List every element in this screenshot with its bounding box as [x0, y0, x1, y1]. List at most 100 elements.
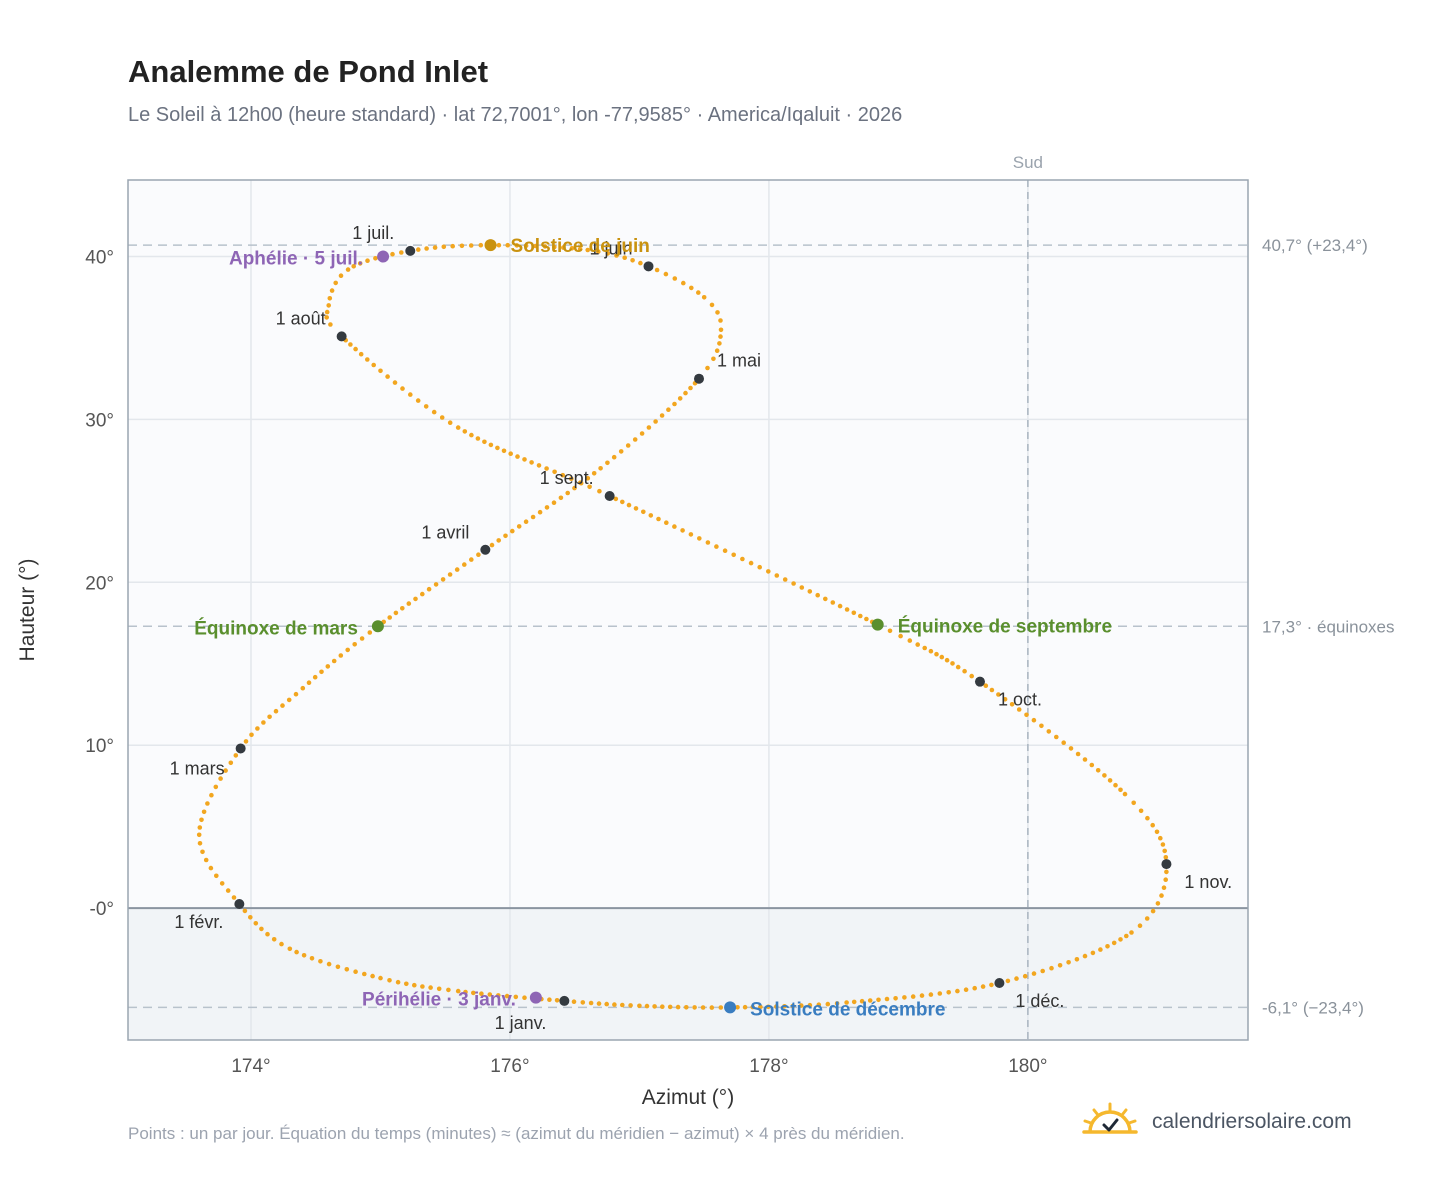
analemma-day-point	[1082, 757, 1088, 762]
analemma-day-point	[468, 243, 474, 248]
analemma-day-point	[1002, 697, 1008, 702]
analemma-day-point	[478, 242, 484, 248]
analemma-day-point	[622, 255, 627, 260]
analemma-day-point	[554, 998, 560, 1003]
month-label: 1 févr.	[174, 912, 223, 932]
analemma-day-point	[440, 577, 446, 582]
analemma-day-point	[420, 591, 425, 597]
analemma-day-point	[495, 445, 500, 451]
analemma-day-point	[265, 931, 270, 937]
analemma-day-point	[867, 998, 873, 1003]
analemma-day-point	[508, 451, 513, 457]
analemma-day-point	[496, 242, 502, 248]
analemma-day-point	[385, 374, 390, 379]
analemma-day-point	[476, 552, 481, 557]
analemma-day-point	[1016, 707, 1022, 712]
month-marker	[1161, 859, 1172, 870]
analemma-day-point	[326, 303, 332, 308]
analemma-day-point	[463, 989, 468, 995]
analemma-day-point	[715, 310, 720, 315]
analemma-day-point	[503, 533, 508, 539]
below-horizon-zone	[128, 908, 1248, 1040]
analemma-day-point	[980, 984, 986, 989]
analemma-day-point	[697, 536, 702, 541]
analemma-day-point	[844, 1000, 849, 1005]
analemma-day-point	[378, 368, 383, 374]
analemma-day-point	[1131, 800, 1136, 806]
analemma-day-point	[692, 1005, 697, 1010]
analemma-day-point	[646, 425, 652, 430]
analemma-day-point	[489, 542, 495, 548]
analemma-day-point	[830, 600, 836, 605]
analemma-day-point	[426, 586, 432, 592]
event-label: Aphélie · 5 juil.	[229, 249, 363, 270]
analemma-day-point	[644, 1003, 650, 1009]
analemma-day-point	[387, 615, 393, 620]
analemma-day-point	[462, 562, 467, 567]
x-axis-title: Azimut (°)	[642, 1086, 734, 1109]
analemma-day-point	[348, 342, 353, 347]
analemma-day-point	[1145, 815, 1150, 821]
analemma-day-point	[412, 982, 417, 988]
event-marker	[371, 620, 384, 633]
analemma-day-point	[1118, 787, 1123, 793]
analemma-day-point	[1089, 762, 1095, 768]
month-label: 1 janv.	[495, 1013, 547, 1033]
brand[interactable]: calendriersolaire.com	[1082, 1102, 1352, 1142]
analemma-day-point	[588, 1000, 594, 1006]
analemma-day-point	[233, 753, 239, 758]
analemma-day-point	[345, 647, 351, 653]
analemma-day-point	[522, 995, 527, 1000]
analemma-day-point	[1158, 835, 1163, 841]
analemma-day-point	[652, 1004, 657, 1009]
analemma-day-point	[664, 520, 669, 525]
analemma-day-point	[319, 669, 324, 675]
analemma-day-point	[205, 801, 210, 806]
analemma-day-point	[370, 973, 375, 979]
analemma-day-point	[689, 285, 694, 291]
analemma-day-point	[327, 296, 333, 301]
analemma-day-point	[955, 664, 961, 670]
analemma-day-point	[859, 998, 865, 1004]
analemma-day-point	[301, 953, 307, 958]
sun-check-icon	[1082, 1102, 1138, 1134]
analemma-day-point	[1102, 773, 1107, 778]
analemma-day-point	[249, 732, 254, 738]
analemma-day-point	[598, 466, 603, 471]
analemma-day-point	[271, 937, 277, 942]
analemma-day-point	[1164, 869, 1169, 875]
analemma-day-point	[287, 946, 293, 952]
analemma-day-point	[625, 443, 631, 448]
analemma-day-point	[1113, 782, 1118, 788]
analemma-day-point	[203, 857, 209, 863]
reference-label: 17,3° · équinoxes	[1262, 617, 1395, 636]
analemma-day-point	[766, 569, 771, 574]
analemma-day-point	[416, 247, 421, 252]
analemma-day-point	[683, 390, 688, 396]
analemma-day-point	[571, 999, 577, 1004]
analemma-day-point	[1163, 855, 1169, 860]
chart-subtitle: Le Soleil à 12h00 (heure standard) · lat…	[128, 104, 903, 126]
analemma-day-point	[537, 509, 543, 515]
month-marker	[405, 245, 416, 256]
analemma-day-point	[455, 988, 461, 994]
analemma-day-point	[1154, 829, 1160, 835]
analemma-day-point	[937, 991, 943, 996]
analemma-day-point	[944, 657, 950, 663]
analemma-day-point	[331, 658, 337, 664]
analemma-day-point	[1061, 740, 1066, 745]
analemma-day-point	[654, 267, 660, 273]
y-axis-title: Hauteur (°)	[16, 559, 39, 662]
analemma-day-point	[825, 1001, 831, 1007]
analemma-day-point	[620, 499, 625, 505]
analemma-day-point	[688, 532, 694, 537]
analemma-day-point	[907, 638, 913, 643]
analemma-day-point	[329, 288, 335, 293]
analemma-day-point	[596, 249, 601, 254]
analemma-day-point	[612, 1002, 617, 1007]
analemma-day-point	[626, 502, 632, 508]
event-label: Équinoxe de mars	[194, 617, 358, 639]
analemma-day-point	[950, 661, 955, 666]
analemma-day-point	[338, 273, 344, 279]
